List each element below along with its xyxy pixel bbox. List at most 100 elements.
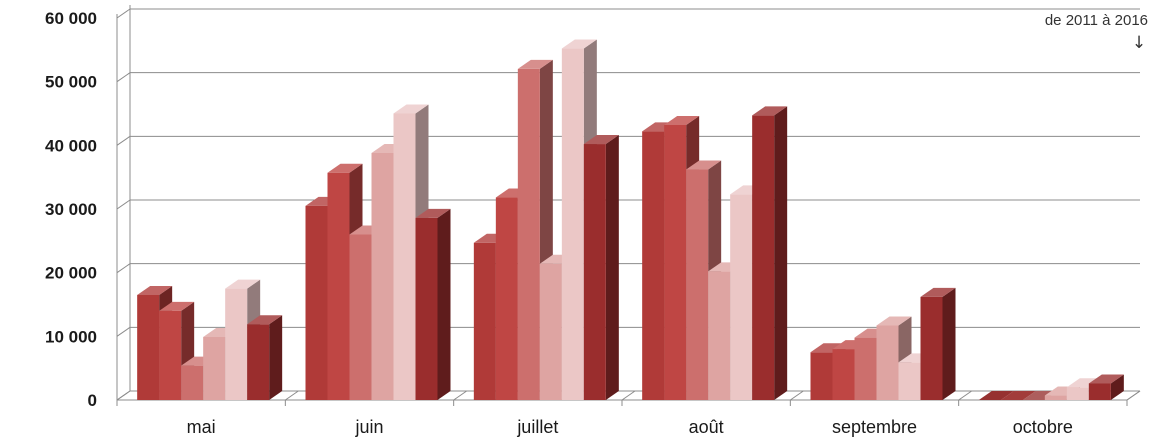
bar-front bbox=[349, 234, 372, 400]
bar-front bbox=[371, 152, 394, 400]
bars bbox=[137, 39, 1124, 401]
bar-top bbox=[583, 135, 619, 145]
bar-front bbox=[305, 205, 328, 400]
bar-top bbox=[159, 301, 195, 311]
y-tick-label: 0 bbox=[88, 391, 97, 410]
y-tick-label: 10 000 bbox=[45, 327, 97, 346]
bar-top bbox=[810, 343, 846, 353]
category-divider bbox=[958, 390, 972, 401]
y-tick-label: 60 000 bbox=[45, 9, 97, 28]
bar-front bbox=[247, 324, 270, 400]
category-label: juin bbox=[354, 417, 383, 437]
bar-front bbox=[327, 172, 350, 400]
bar-front bbox=[181, 365, 204, 400]
bar-front bbox=[495, 197, 518, 400]
bar-front bbox=[752, 115, 775, 400]
gridlines bbox=[116, 8, 1140, 401]
category-divider bbox=[285, 390, 299, 401]
bar-front bbox=[225, 288, 248, 400]
bar-top bbox=[327, 163, 363, 173]
bar-front bbox=[876, 325, 899, 400]
gridline-depth bbox=[116, 199, 131, 210]
category-label: octobre bbox=[1013, 417, 1073, 437]
bar-side bbox=[605, 135, 619, 400]
bar-top bbox=[752, 106, 788, 116]
category-divider bbox=[116, 390, 131, 401]
y-tick-label: 30 000 bbox=[45, 200, 97, 219]
bar-side bbox=[437, 208, 451, 400]
bar-top bbox=[225, 279, 261, 289]
bar-front bbox=[393, 113, 416, 400]
category-divider bbox=[790, 390, 804, 401]
category-label: août bbox=[689, 417, 724, 437]
y-tick-label: 40 000 bbox=[45, 136, 97, 155]
bar-floor bbox=[1000, 391, 1036, 400]
bar-top bbox=[561, 39, 597, 49]
gridline-depth bbox=[116, 72, 131, 83]
bar-front bbox=[539, 263, 562, 400]
axes bbox=[116, 5, 1141, 406]
y-tick-label: 50 000 bbox=[45, 73, 97, 92]
bar-top bbox=[664, 115, 700, 125]
bar bbox=[920, 287, 956, 400]
bar-front bbox=[159, 310, 182, 400]
gridline-depth bbox=[116, 326, 131, 337]
bar-front bbox=[898, 362, 921, 400]
bar bbox=[978, 391, 1014, 400]
category-divider bbox=[453, 390, 467, 401]
bar-front bbox=[1044, 395, 1067, 400]
category-divider bbox=[621, 390, 636, 401]
bar-front bbox=[730, 194, 753, 400]
bar-side bbox=[942, 287, 956, 400]
bar-top bbox=[517, 59, 553, 69]
bar-side bbox=[1110, 374, 1124, 400]
gridline-depth bbox=[116, 135, 131, 146]
bar-front bbox=[642, 131, 665, 400]
bar-top bbox=[415, 208, 451, 218]
bar-front bbox=[1088, 383, 1111, 400]
category-label: septembre bbox=[832, 417, 917, 437]
labels: 0 10 000 20 000 30 000 40 000 50 000 60 000 mai… bbox=[45, 9, 1073, 437]
bar-front bbox=[415, 217, 438, 400]
bar-front bbox=[1066, 387, 1089, 400]
bar bbox=[415, 208, 451, 400]
bar-floor bbox=[978, 391, 1014, 400]
category-divider bbox=[1126, 390, 1141, 401]
gridline-depth bbox=[116, 8, 131, 19]
bar-top bbox=[393, 104, 429, 114]
bar-front bbox=[832, 349, 855, 400]
bar-side bbox=[774, 106, 788, 400]
bar bbox=[247, 315, 283, 400]
annotation-text: de 2011 à 2016 bbox=[1045, 12, 1148, 29]
bar bbox=[1000, 391, 1036, 400]
bar bbox=[583, 135, 619, 400]
category-label: juillet bbox=[516, 417, 558, 437]
bar-top bbox=[686, 160, 722, 170]
bar-front bbox=[473, 242, 496, 400]
bar bbox=[1088, 374, 1124, 400]
bar-front bbox=[203, 336, 226, 400]
bar bbox=[752, 106, 788, 400]
bar-top bbox=[876, 316, 912, 326]
bar-front bbox=[708, 271, 731, 400]
bar-front bbox=[583, 144, 606, 400]
bar-front bbox=[137, 294, 160, 400]
bar-top bbox=[1088, 374, 1124, 384]
bar-front bbox=[854, 337, 877, 400]
bar-front bbox=[561, 48, 584, 401]
bar-front bbox=[810, 352, 833, 400]
category-label: mai bbox=[187, 417, 216, 437]
bar-top bbox=[920, 287, 956, 297]
bar-top bbox=[247, 315, 283, 325]
bar-front bbox=[517, 68, 540, 400]
annotation-arrow: ↓ bbox=[1132, 33, 1146, 53]
y-tick-label: 20 000 bbox=[45, 264, 97, 283]
bar-front bbox=[686, 169, 709, 400]
bar-top bbox=[137, 285, 173, 295]
bar-front bbox=[664, 124, 687, 401]
bar-front bbox=[920, 296, 943, 400]
gridline-depth bbox=[116, 263, 131, 274]
bar-side bbox=[269, 315, 283, 400]
